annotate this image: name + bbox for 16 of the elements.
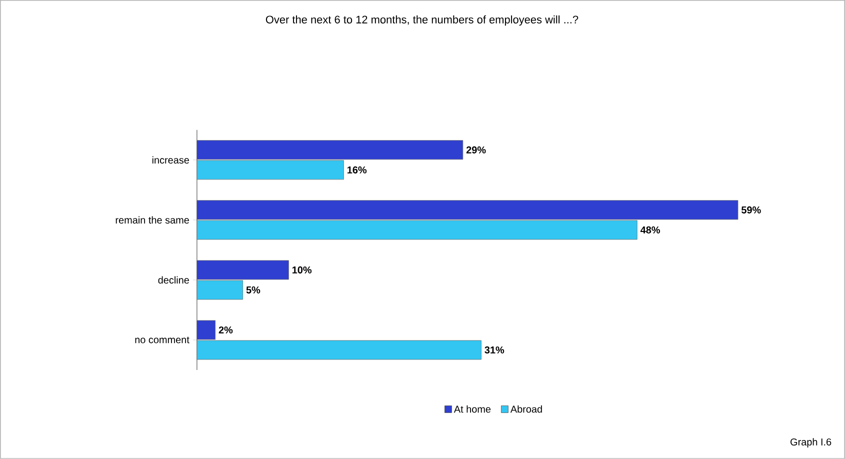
text: Graph I.6 <box>790 438 832 448</box>
data-label: 16% <box>348 166 367 174</box>
data-label: 5% <box>246 286 260 294</box>
data-label: 59% <box>742 206 761 214</box>
data-label: 2% <box>218 326 233 334</box>
legend-label: Abroad <box>510 405 542 413</box>
data-label: 29% <box>466 146 486 154</box>
chart-title: Over the next 6 to 12 months, the numbers of employees will ...? <box>266 15 578 26</box>
legend-label: At home <box>454 405 491 413</box>
y-tick-label: no comment <box>135 336 190 344</box>
y-tick-label: decline <box>158 276 189 284</box>
y-tick-label: remain the same <box>116 216 189 224</box>
data-label: 10% <box>292 266 312 274</box>
y-tick-label: increase <box>152 156 189 164</box>
data-label: 48% <box>640 226 660 234</box>
data-label: 31% <box>484 346 504 354</box>
